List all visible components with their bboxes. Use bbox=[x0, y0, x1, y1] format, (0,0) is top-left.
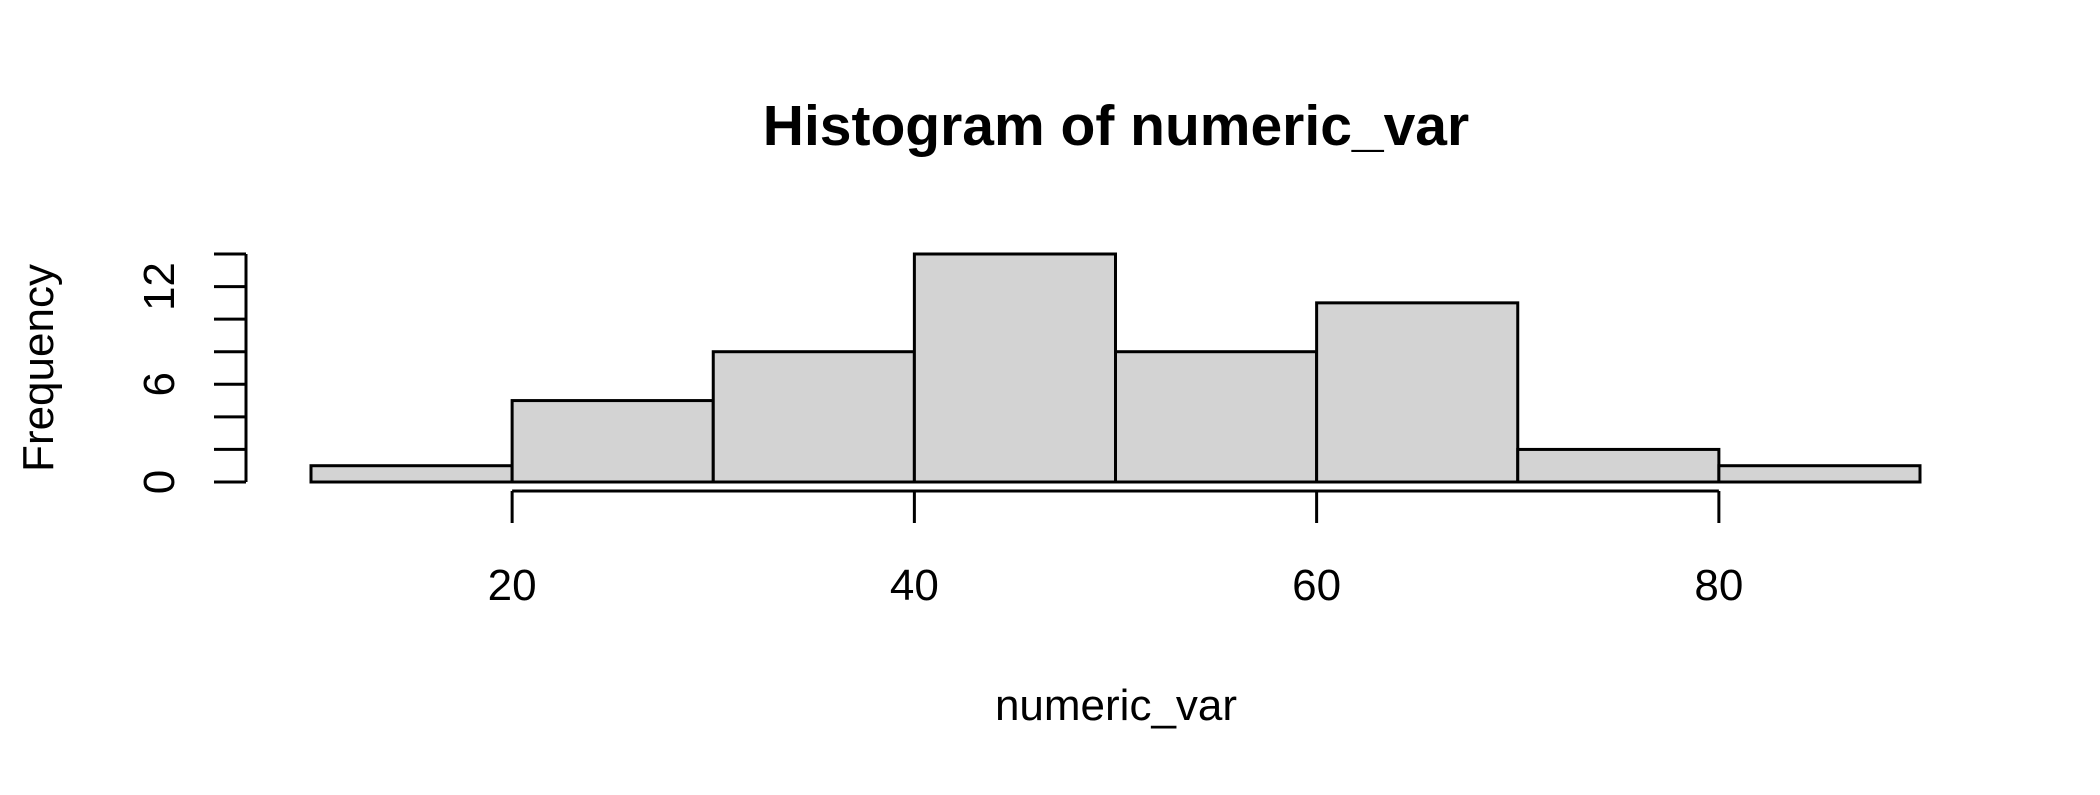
y-axis-label: Frequency bbox=[14, 264, 63, 472]
histogram-bar bbox=[912, 252, 1117, 484]
y-tick-label: 12 bbox=[135, 262, 184, 311]
y-tick-label: 6 bbox=[135, 372, 184, 396]
histogram-bar bbox=[1717, 464, 1922, 484]
x-axis-label: numeric_var bbox=[995, 681, 1237, 730]
y-axis: 0 6 12 bbox=[135, 252, 248, 494]
y-tick-label: 0 bbox=[135, 470, 184, 494]
bars-group bbox=[309, 252, 1922, 484]
histogram-bar bbox=[711, 350, 916, 484]
histogram-bar bbox=[1114, 350, 1319, 484]
chart-title: Histogram of numeric_var bbox=[763, 94, 1469, 158]
x-tick-label: 40 bbox=[890, 561, 939, 610]
histogram-bar bbox=[1516, 447, 1721, 484]
x-axis: 20 40 60 80 bbox=[488, 489, 1743, 610]
histogram-bar bbox=[1315, 301, 1520, 484]
histogram-bar bbox=[309, 464, 514, 484]
x-tick-label: 80 bbox=[1694, 561, 1743, 610]
x-tick-label: 20 bbox=[488, 561, 537, 610]
histogram-bar bbox=[510, 399, 715, 484]
x-tick-label: 60 bbox=[1292, 561, 1341, 610]
